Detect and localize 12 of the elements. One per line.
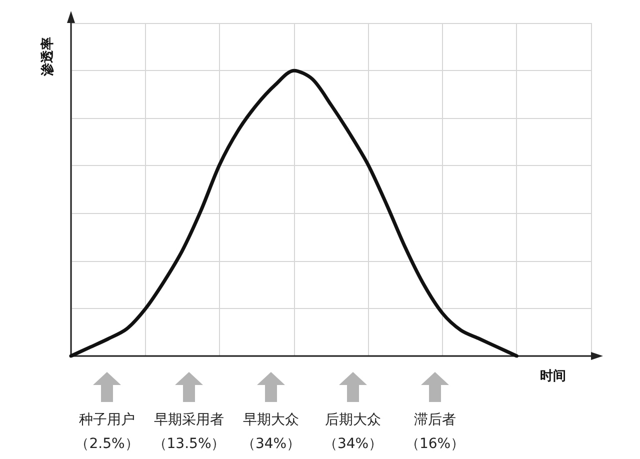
text: （34%） [323,436,383,452]
text: （34%） [241,436,301,452]
text: 早期大众 [243,412,299,428]
text: 早期采用者 [154,412,224,428]
text: （16%） [405,436,465,452]
text: 种子用户 [79,412,135,428]
text: 滞后者 [414,412,456,428]
text: （13.5%） [152,436,226,452]
x-axis-title: 时间 [540,369,566,384]
y-axis-title: 渗透率 [40,37,56,77]
text: 后期大众 [325,412,381,428]
text: （2.5%） [75,436,139,452]
